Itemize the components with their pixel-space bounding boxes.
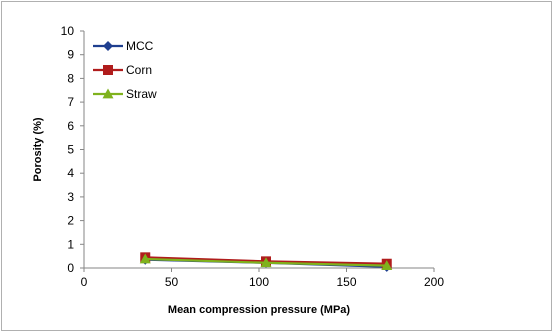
legend-item-mcc: MCC	[93, 39, 154, 53]
legend-label: MCC	[126, 39, 154, 53]
x-tick-label: 50	[165, 275, 179, 289]
y-tick-label: 9	[67, 48, 74, 62]
y-tick-label: 4	[67, 166, 74, 180]
legend-label: Corn	[126, 63, 152, 77]
data-point	[381, 260, 393, 271]
y-axis-title: Porosity (%)	[32, 117, 44, 182]
y-tick-label: 2	[67, 214, 74, 228]
x-tick-label: 0	[81, 275, 88, 289]
y-tick-label: 1	[67, 237, 74, 251]
y-tick-label: 8	[67, 71, 74, 85]
legend-marker	[102, 88, 114, 99]
legend: MCC Corn Straw	[93, 39, 157, 101]
y-tick-label: 0	[67, 261, 74, 275]
series-straw	[139, 253, 393, 271]
x-tick-label: 100	[249, 275, 269, 289]
y-tick-label: 7	[67, 95, 74, 109]
y-tick-label: 10	[61, 24, 75, 38]
legend-marker	[103, 65, 113, 75]
data-point	[139, 253, 151, 264]
y-tick-label: 5	[67, 143, 74, 157]
legend-label: Straw	[126, 87, 157, 101]
series-layer	[139, 252, 393, 272]
y-tick-label: 6	[67, 119, 74, 133]
legend-item-corn: Corn	[93, 63, 152, 77]
x-tick-label: 150	[336, 275, 356, 289]
data-point	[260, 257, 272, 268]
x-tick-label: 200	[424, 275, 444, 289]
legend-marker	[103, 41, 113, 51]
legend-item-straw: Straw	[93, 87, 157, 101]
y-tick-label: 3	[67, 190, 74, 204]
x-axis-title: Mean compression pressure (MPa)	[168, 304, 351, 316]
